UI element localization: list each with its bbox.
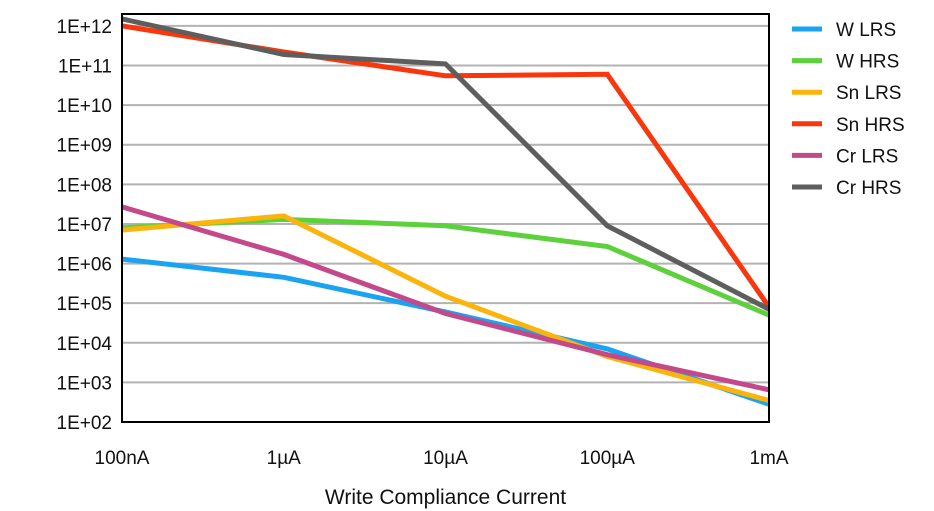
- y-axis-tick-labels: 1E+02 1E+03 1E+04 1E+05 1E+06 1E+07 1E+08 1E+09…: [57, 17, 113, 434]
- legend-label-w-hrs: W HRS: [836, 52, 899, 73]
- series-lines: [122, 16, 769, 407]
- y-tick-label: 1E+04: [57, 334, 113, 355]
- x-tick-label: 1mA: [749, 448, 788, 469]
- series-line-cr-lrs: [122, 204, 769, 393]
- y-tick-label: 1E+08: [57, 175, 112, 196]
- x-tick-label: 100µA: [580, 448, 636, 469]
- x-tick-label: 10µA: [423, 448, 468, 469]
- y-tick-label: 1E+06: [57, 255, 112, 276]
- plot-area-frame: [121, 13, 770, 423]
- legend: W LRS W HRS Sn LRS Sn HRS Cr LRS Cr HRS: [792, 20, 905, 199]
- legend-label-cr-hrs: Cr HRS: [836, 178, 901, 199]
- x-axis-title: Write Compliance Current: [325, 486, 566, 509]
- legend-label-sn-lrs: Sn LRS: [836, 83, 901, 104]
- y-tick-label: 1E+03: [57, 373, 112, 394]
- y-tick-label: 1E+11: [58, 57, 112, 78]
- series-line-sn-hrs: [122, 23, 769, 309]
- y-tick-label: 1E+12: [57, 17, 112, 38]
- y-tick-label: 1E+09: [57, 136, 112, 157]
- y-tick-label: 1E+07: [57, 215, 112, 236]
- legend-label-sn-hrs: Sn HRS: [836, 115, 905, 136]
- x-tick-label: 100nA: [95, 448, 150, 469]
- series-line-cr-hrs: [122, 16, 769, 312]
- series-line-sn-lrs: [122, 213, 769, 403]
- legend-label-cr-lrs: Cr LRS: [836, 146, 898, 167]
- y-tick-label: 1E+05: [57, 294, 112, 315]
- legend-label-w-lrs: W LRS: [836, 20, 896, 41]
- x-tick-label: 1µA: [267, 448, 302, 469]
- x-axis-tick-labels: 100nA 1µA 10µA 100µA 1mA: [95, 448, 789, 469]
- y-tick-label: 1E+02: [57, 413, 112, 434]
- y-tick-label: 1E+10: [57, 96, 112, 117]
